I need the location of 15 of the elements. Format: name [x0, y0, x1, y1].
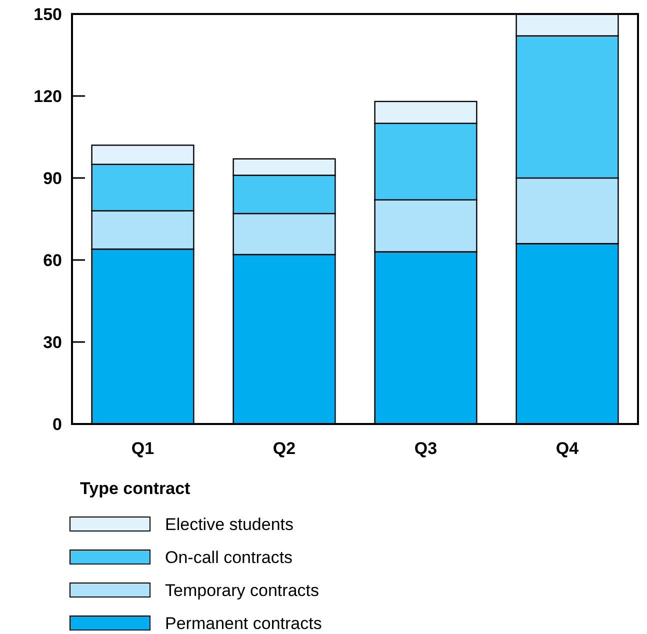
legend-label: On-call contracts [165, 548, 293, 567]
legend-label: Elective students [165, 514, 294, 534]
y-tick-label: 90 [43, 168, 62, 188]
y-tick-label: 150 [34, 4, 62, 24]
y-tick-label: 120 [34, 86, 62, 106]
x-tick-label: Q1 [131, 439, 154, 458]
y-tick-label: 60 [43, 250, 62, 270]
x-tick-label: Q2 [272, 439, 296, 458]
legend-title: Type contract [80, 479, 191, 498]
x-tick-label: Q4 [556, 439, 580, 458]
x-tick-label: Q3 [414, 439, 438, 458]
y-tick-label: 30 [43, 332, 62, 352]
y-tick-label: 0 [52, 414, 62, 434]
legend-label: Temporary contracts [165, 580, 319, 600]
legend-label: Permanent contracts [165, 614, 322, 633]
